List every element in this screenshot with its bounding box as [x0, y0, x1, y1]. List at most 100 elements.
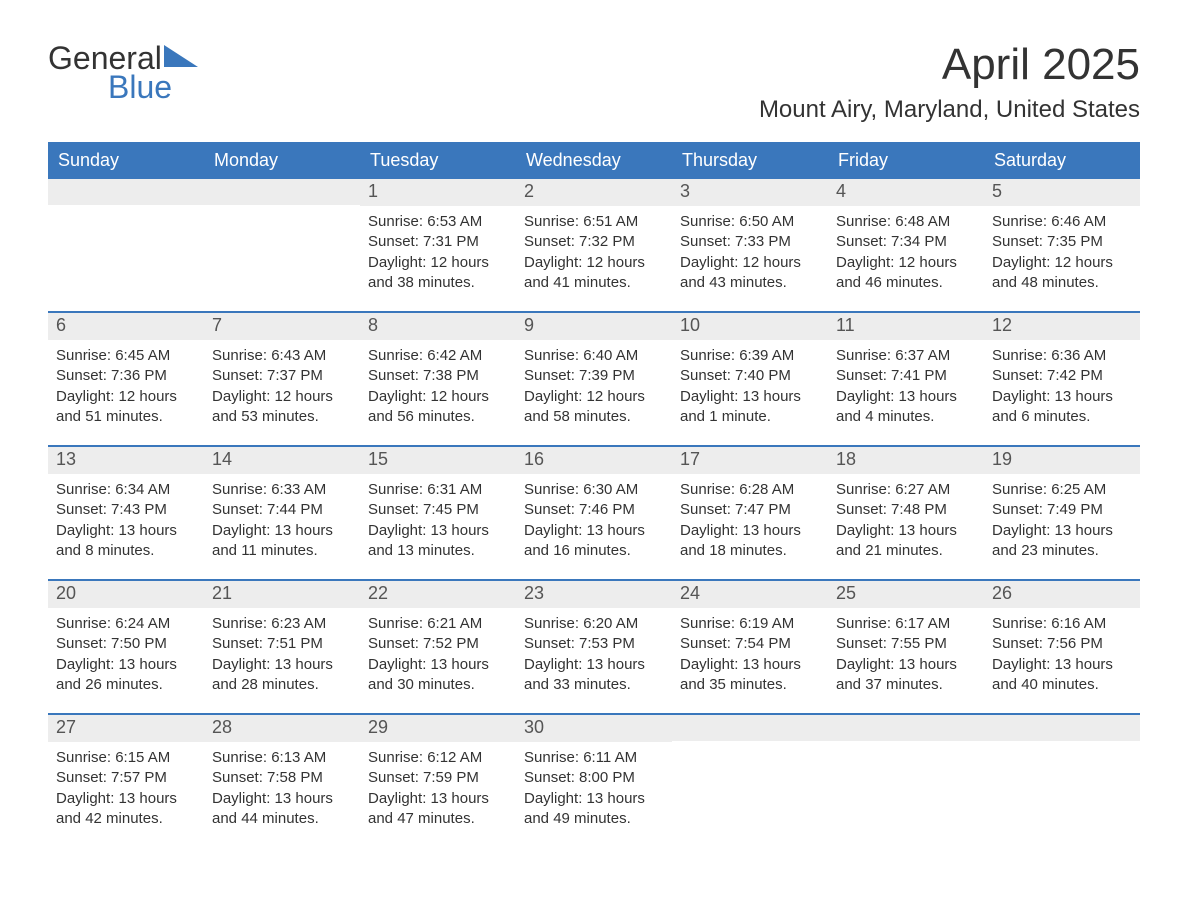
cell-body: Sunrise: 6:42 AMSunset: 7:38 PMDaylight:… — [360, 340, 516, 427]
sunrise-text: Sunrise: 6:28 AM — [680, 480, 820, 500]
sunrise-text: Sunrise: 6:20 AM — [524, 614, 664, 634]
day-number: 9 — [516, 313, 672, 340]
sunset-text: Sunset: 7:39 PM — [524, 366, 664, 386]
day-number: 1 — [360, 179, 516, 206]
day-number: 22 — [360, 581, 516, 608]
sunrise-text: Sunrise: 6:31 AM — [368, 480, 508, 500]
sunset-text: Sunset: 7:46 PM — [524, 500, 664, 520]
title-block: April 2025 Mount Airy, Maryland, United … — [759, 40, 1140, 124]
sunrise-text: Sunrise: 6:46 AM — [992, 212, 1132, 232]
sunrise-text: Sunrise: 6:11 AM — [524, 748, 664, 768]
brand-word-blue: Blue — [108, 69, 198, 106]
day-number: 20 — [48, 581, 204, 608]
brand-triangle-icon — [164, 45, 198, 72]
cell-body: Sunrise: 6:24 AMSunset: 7:50 PMDaylight:… — [48, 608, 204, 695]
daylight-text: Daylight: 13 hours and 6 minutes. — [992, 387, 1132, 428]
daylight-text: Daylight: 13 hours and 21 minutes. — [836, 521, 976, 562]
calendar-cell: 20Sunrise: 6:24 AMSunset: 7:50 PMDayligh… — [48, 581, 204, 713]
day-number: 29 — [360, 715, 516, 742]
calendar-cell: 24Sunrise: 6:19 AMSunset: 7:54 PMDayligh… — [672, 581, 828, 713]
day-number: 27 — [48, 715, 204, 742]
day-number: 8 — [360, 313, 516, 340]
location-subtitle: Mount Airy, Maryland, United States — [759, 96, 1140, 124]
cell-body: Sunrise: 6:16 AMSunset: 7:56 PMDaylight:… — [984, 608, 1140, 695]
calendar-cell — [48, 179, 204, 311]
calendar-cell: 2Sunrise: 6:51 AMSunset: 7:32 PMDaylight… — [516, 179, 672, 311]
cell-body: Sunrise: 6:33 AMSunset: 7:44 PMDaylight:… — [204, 474, 360, 561]
cell-body: Sunrise: 6:11 AMSunset: 8:00 PMDaylight:… — [516, 742, 672, 829]
daylight-text: Daylight: 12 hours and 51 minutes. — [56, 387, 196, 428]
month-title: April 2025 — [759, 40, 1140, 90]
sunset-text: Sunset: 7:33 PM — [680, 232, 820, 252]
sunset-text: Sunset: 7:52 PM — [368, 634, 508, 654]
daylight-text: Daylight: 12 hours and 38 minutes. — [368, 253, 508, 294]
calendar-cell: 16Sunrise: 6:30 AMSunset: 7:46 PMDayligh… — [516, 447, 672, 579]
sunrise-text: Sunrise: 6:33 AM — [212, 480, 352, 500]
cell-body: Sunrise: 6:31 AMSunset: 7:45 PMDaylight:… — [360, 474, 516, 561]
sunset-text: Sunset: 7:40 PM — [680, 366, 820, 386]
sunrise-text: Sunrise: 6:34 AM — [56, 480, 196, 500]
sunset-text: Sunset: 7:37 PM — [212, 366, 352, 386]
sunrise-text: Sunrise: 6:43 AM — [212, 346, 352, 366]
cell-body: Sunrise: 6:30 AMSunset: 7:46 PMDaylight:… — [516, 474, 672, 561]
sunrise-text: Sunrise: 6:12 AM — [368, 748, 508, 768]
cell-body: Sunrise: 6:40 AMSunset: 7:39 PMDaylight:… — [516, 340, 672, 427]
day-number — [204, 179, 360, 205]
calendar-cell: 27Sunrise: 6:15 AMSunset: 7:57 PMDayligh… — [48, 715, 204, 847]
calendar-cell: 30Sunrise: 6:11 AMSunset: 8:00 PMDayligh… — [516, 715, 672, 847]
cell-body: Sunrise: 6:13 AMSunset: 7:58 PMDaylight:… — [204, 742, 360, 829]
day-number: 25 — [828, 581, 984, 608]
week-row: 27Sunrise: 6:15 AMSunset: 7:57 PMDayligh… — [48, 713, 1140, 847]
sunset-text: Sunset: 7:56 PM — [992, 634, 1132, 654]
daylight-text: Daylight: 12 hours and 48 minutes. — [992, 253, 1132, 294]
day-number: 5 — [984, 179, 1140, 206]
daylight-text: Daylight: 12 hours and 56 minutes. — [368, 387, 508, 428]
cell-body: Sunrise: 6:51 AMSunset: 7:32 PMDaylight:… — [516, 206, 672, 293]
sunset-text: Sunset: 7:54 PM — [680, 634, 820, 654]
week-row: 13Sunrise: 6:34 AMSunset: 7:43 PMDayligh… — [48, 445, 1140, 579]
day-number: 11 — [828, 313, 984, 340]
day-header: Tuesday — [360, 142, 516, 179]
page-header: General Blue April 2025 Mount Airy, Mary… — [48, 40, 1140, 124]
calendar-cell: 25Sunrise: 6:17 AMSunset: 7:55 PMDayligh… — [828, 581, 984, 713]
cell-body: Sunrise: 6:23 AMSunset: 7:51 PMDaylight:… — [204, 608, 360, 695]
sunrise-text: Sunrise: 6:17 AM — [836, 614, 976, 634]
daylight-text: Daylight: 13 hours and 23 minutes. — [992, 521, 1132, 562]
day-number — [984, 715, 1140, 741]
cell-body: Sunrise: 6:19 AMSunset: 7:54 PMDaylight:… — [672, 608, 828, 695]
day-number: 16 — [516, 447, 672, 474]
sunset-text: Sunset: 8:00 PM — [524, 768, 664, 788]
cell-body: Sunrise: 6:27 AMSunset: 7:48 PMDaylight:… — [828, 474, 984, 561]
sunset-text: Sunset: 7:31 PM — [368, 232, 508, 252]
sunset-text: Sunset: 7:41 PM — [836, 366, 976, 386]
daylight-text: Daylight: 12 hours and 43 minutes. — [680, 253, 820, 294]
sunset-text: Sunset: 7:45 PM — [368, 500, 508, 520]
sunrise-text: Sunrise: 6:37 AM — [836, 346, 976, 366]
day-number — [672, 715, 828, 741]
cell-body: Sunrise: 6:45 AMSunset: 7:36 PMDaylight:… — [48, 340, 204, 427]
day-number: 13 — [48, 447, 204, 474]
calendar-cell: 29Sunrise: 6:12 AMSunset: 7:59 PMDayligh… — [360, 715, 516, 847]
daylight-text: Daylight: 13 hours and 42 minutes. — [56, 789, 196, 830]
sunset-text: Sunset: 7:35 PM — [992, 232, 1132, 252]
day-number — [828, 715, 984, 741]
day-number: 3 — [672, 179, 828, 206]
daylight-text: Daylight: 13 hours and 13 minutes. — [368, 521, 508, 562]
calendar-cell — [828, 715, 984, 847]
cell-body: Sunrise: 6:17 AMSunset: 7:55 PMDaylight:… — [828, 608, 984, 695]
calendar-cell: 3Sunrise: 6:50 AMSunset: 7:33 PMDaylight… — [672, 179, 828, 311]
sunrise-text: Sunrise: 6:39 AM — [680, 346, 820, 366]
sunrise-text: Sunrise: 6:16 AM — [992, 614, 1132, 634]
sunset-text: Sunset: 7:57 PM — [56, 768, 196, 788]
sunrise-text: Sunrise: 6:13 AM — [212, 748, 352, 768]
day-number: 6 — [48, 313, 204, 340]
sunset-text: Sunset: 7:58 PM — [212, 768, 352, 788]
sunset-text: Sunset: 7:48 PM — [836, 500, 976, 520]
sunset-text: Sunset: 7:34 PM — [836, 232, 976, 252]
calendar-cell: 9Sunrise: 6:40 AMSunset: 7:39 PMDaylight… — [516, 313, 672, 445]
day-header-row: Sunday Monday Tuesday Wednesday Thursday… — [48, 142, 1140, 179]
daylight-text: Daylight: 13 hours and 4 minutes. — [836, 387, 976, 428]
cell-body: Sunrise: 6:48 AMSunset: 7:34 PMDaylight:… — [828, 206, 984, 293]
day-number: 24 — [672, 581, 828, 608]
sunset-text: Sunset: 7:55 PM — [836, 634, 976, 654]
